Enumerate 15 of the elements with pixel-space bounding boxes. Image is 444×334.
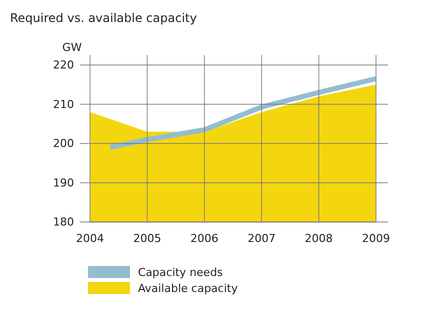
chart-title: Required vs. available capacity <box>10 11 197 25</box>
legend-label: Capacity needs <box>138 266 224 279</box>
y-tick-label: 190 <box>53 176 74 190</box>
y-axis-title: GW <box>62 41 82 54</box>
y-tick-label: 200 <box>53 137 74 150</box>
x-tick-label: 2006 <box>190 232 218 245</box>
y-tick-label: 210 <box>53 98 74 111</box>
x-tick-label: 2005 <box>133 232 162 245</box>
y-tick-label: 220 <box>53 58 74 72</box>
x-tick-label: 2008 <box>304 232 333 245</box>
x-tick-label: 2004 <box>76 232 104 245</box>
x-tick-label: 2007 <box>248 232 276 245</box>
x-tick-label: 2009 <box>362 232 390 245</box>
legend-label: Available capacity <box>138 282 238 295</box>
y-tick-label: 180 <box>53 216 74 229</box>
